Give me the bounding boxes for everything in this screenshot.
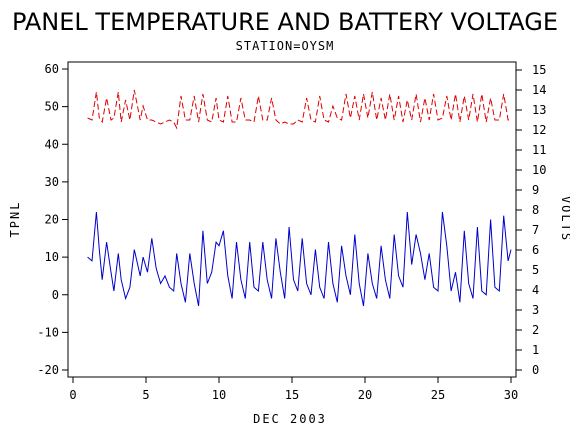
right-y-tick-label: 12 [532,123,546,137]
right-y-tick-label: 6 [532,243,539,257]
chart-subtitle: STATION=OYSM [236,39,335,53]
x-tick-label: 0 [69,388,76,402]
left-y-tick-label: -20 [37,363,59,377]
right-y-tick-label: 9 [532,183,539,197]
plot-frame [67,61,517,378]
right-y-tick-label: 3 [532,303,539,317]
x-tick-label: 15 [285,388,299,402]
right-y-tick-label: 2 [532,323,539,337]
left-y-tick-label: 10 [45,250,59,264]
left-y-tick-label: 20 [45,213,59,227]
right-axis-label: VOLTS [559,196,570,242]
left-y-tick-label: 60 [45,62,59,76]
right-y-tick-label: 10 [532,163,546,177]
left-axis-label: TPNL [8,201,22,238]
right-y-tick-label: 14 [532,83,546,97]
left-y-tick-label: 40 [45,137,59,151]
x-tick-label: 5 [142,388,149,402]
chart-title: PANEL TEMPERATURE AND BATTERY VOLTAGE [12,8,558,36]
voltage-series-line [87,89,511,130]
temperature-series-line [87,211,512,307]
left-y-tick-label: 0 [52,288,59,302]
left-y-tick-label: 50 [45,100,59,114]
right-y-tick-label: 1 [532,343,539,357]
x-tick-label: 20 [358,388,372,402]
right-y-tick-label: 4 [532,283,539,297]
right-y-tick-label: 0 [532,363,539,377]
x-tick-label: 30 [504,388,518,402]
right-y-tick-label: 5 [532,263,539,277]
right-y-tick-label: 15 [532,63,546,77]
left-y-tick-label: 30 [45,175,59,189]
right-y-tick-label: 13 [532,103,546,117]
left-y-tick-label: -10 [37,325,59,339]
right-y-tick-label: 11 [532,143,546,157]
right-y-tick-label: 7 [532,223,539,237]
right-y-tick-label: 8 [532,203,539,217]
x-tick-label: 10 [212,388,226,402]
x-axis-label: DEC 2003 [253,412,327,426]
x-tick-label: 25 [431,388,445,402]
